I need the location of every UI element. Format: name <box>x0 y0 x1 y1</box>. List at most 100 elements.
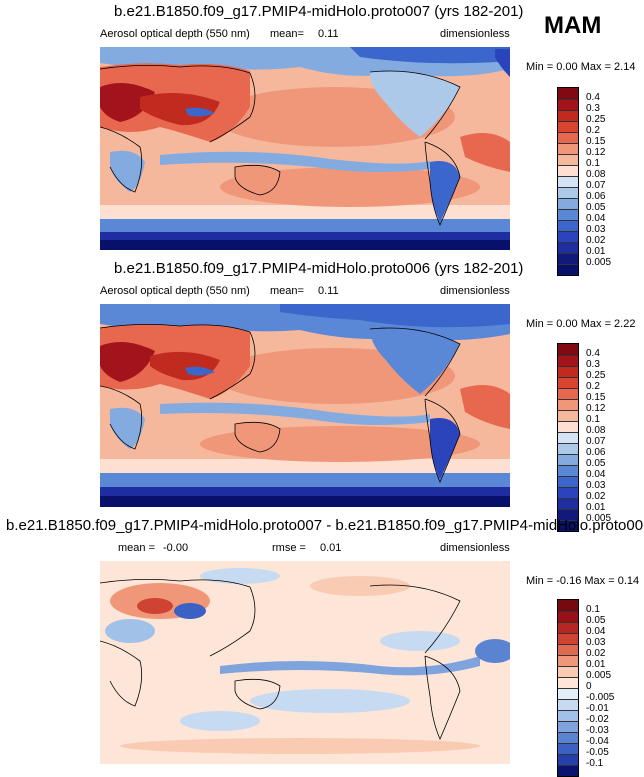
colorbar-swatch <box>558 231 578 242</box>
neg-arctic <box>200 568 280 584</box>
tibet-low <box>185 107 215 117</box>
colorbar-swatch <box>558 176 578 187</box>
colorbar-tick-label: 0 <box>586 681 592 692</box>
north-america <box>370 328 460 394</box>
panel3-mean-value: -0.00 <box>163 542 189 554</box>
colorbar-tick-label: -0.005 <box>586 692 615 703</box>
colorbar-tick-label: 0.08 <box>586 425 606 436</box>
colorbar-swatch <box>558 209 578 220</box>
coast-australia <box>234 164 281 196</box>
colorbar-tick-label: -0.02 <box>586 714 609 725</box>
neg-core <box>174 603 206 619</box>
colorbar-swatch <box>558 644 578 655</box>
colorbar-swatch <box>558 655 578 666</box>
colorbar-tick-label: 0.04 <box>586 213 606 224</box>
panel1-mean-value: 0.11 <box>318 28 339 40</box>
colorbar-tick-label: 0.2 <box>586 125 600 136</box>
colorbar-swatch <box>558 443 578 454</box>
arctic-cap <box>280 304 510 328</box>
itcz-blue-band <box>160 151 430 172</box>
south-america <box>430 418 460 479</box>
colorbar-tick-label: 0.04 <box>586 469 606 480</box>
colorbar-swatch <box>558 388 578 399</box>
neg-region <box>105 619 155 643</box>
colorbar-tick-label: 0.005 <box>586 670 612 681</box>
panel3-mean-label: mean = <box>118 542 155 554</box>
colorbar-swatch <box>558 253 578 264</box>
atlantic-dust <box>460 133 510 172</box>
southern-mid-band <box>100 205 510 219</box>
colorbar-swatch <box>558 366 578 377</box>
colorbar-swatch <box>558 677 578 688</box>
colorbar-swatch <box>558 622 578 633</box>
itcz-blue-band <box>160 402 430 425</box>
coast-eurasia <box>100 65 256 143</box>
colorbar-swatch <box>558 99 578 110</box>
colorbar-swatch <box>558 600 578 611</box>
colorbar-tick-label: 0.03 <box>586 480 606 491</box>
colorbar-swatch <box>558 743 578 754</box>
africa-south <box>110 150 145 192</box>
coast-s-america <box>424 141 461 226</box>
itcz-neg <box>220 656 480 676</box>
panel2-range: Min = 0.00 Max = 2.22 <box>526 318 636 330</box>
colorbar-swatch <box>558 399 578 410</box>
sahara-dust <box>100 342 155 382</box>
colorbar-tick-label: 0.02 <box>586 235 606 246</box>
colorbar-tick-label: 0.05 <box>586 202 606 213</box>
pos-antarctic <box>120 738 480 754</box>
colorbar-swatch <box>558 355 578 366</box>
tibet-low <box>185 366 215 376</box>
north-america <box>370 71 460 137</box>
coast-s-america <box>424 655 461 740</box>
coast-n-america <box>369 327 461 397</box>
colorbar-swatch <box>558 165 578 176</box>
panel1-units: dimensionless <box>440 28 510 40</box>
antarctic-edge <box>100 496 510 507</box>
colorbar-swatch <box>558 88 578 99</box>
colorbar-swatch <box>558 721 578 732</box>
colorbar-swatch <box>558 611 578 622</box>
south-pacific-blob <box>220 167 480 207</box>
colorbar-tick-label: 0.03 <box>586 637 606 648</box>
coast-africa <box>100 385 143 450</box>
colorbar-swatch <box>558 421 578 432</box>
colorbar-swatch <box>558 264 578 275</box>
neg-ne-pac <box>380 631 460 651</box>
africa-south <box>110 407 145 449</box>
colorbar-swatch <box>558 498 578 509</box>
coast-eurasia <box>100 579 256 657</box>
colorbar-tick-label: 0.1 <box>586 158 600 169</box>
sahara-dust <box>100 83 155 122</box>
colorbar-tick-label: 0.1 <box>586 604 600 615</box>
colorbar-tick-label: 0.06 <box>586 447 606 458</box>
colorbar-swatch <box>558 187 578 198</box>
coast-n-america <box>369 70 461 140</box>
colorbar-tick-label: 0.01 <box>586 502 606 513</box>
colorbar-tick-label: 0.4 <box>586 348 600 359</box>
colorbar-swatch <box>558 344 578 355</box>
colorbar-swatch <box>558 476 578 487</box>
neg-atlantic <box>475 639 510 663</box>
colorbar-tick-label: 0.08 <box>586 169 606 180</box>
pos-core <box>137 598 173 614</box>
colorbar-swatch <box>558 143 578 154</box>
colorbar-swatch <box>558 754 578 765</box>
greenland <box>495 49 510 77</box>
colorbar-tick-label: 0.03 <box>586 224 606 235</box>
panel3-rmse-value: 0.01 <box>320 542 342 554</box>
colorbar-tick-label: 0.12 <box>586 403 606 414</box>
colorbar-swatch <box>558 432 578 443</box>
panel1-range: Min = 0.00 Max = 2.14 <box>526 61 636 73</box>
atlantic-dust <box>460 385 510 429</box>
colorbar-tick-label: 0.3 <box>586 103 600 114</box>
arctic-cap <box>350 47 510 64</box>
colorbar-tick-label: 0.01 <box>586 246 606 257</box>
colorbar-swatch <box>558 220 578 231</box>
colorbar-swatch <box>558 688 578 699</box>
colorbar-swatch <box>558 710 578 721</box>
colorbar-swatch <box>558 699 578 710</box>
coast-africa <box>100 126 143 193</box>
australia <box>235 165 280 195</box>
colorbar-tick-label: 0.07 <box>586 180 606 191</box>
